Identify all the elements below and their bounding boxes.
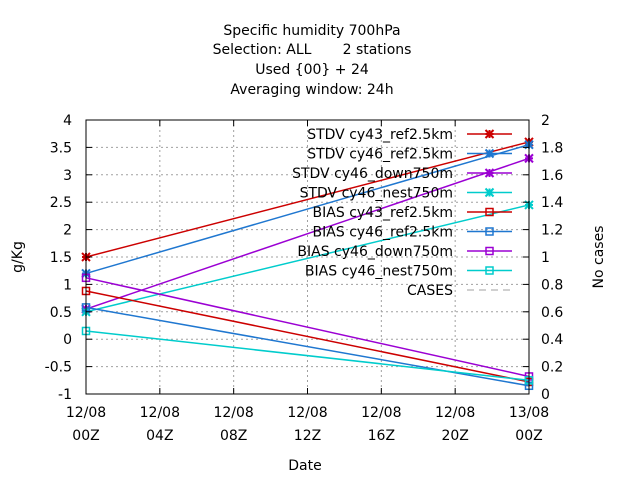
y-tick-label-8: 3 — [63, 168, 72, 184]
legend-marker-3 — [484, 187, 495, 198]
legend-marker-5 — [485, 227, 494, 236]
y2-tick-label-10: 2 — [541, 113, 550, 129]
y2-tick-label-6: 1.2 — [541, 223, 563, 239]
legend-label-6: BIAS cy46_down750m — [297, 244, 453, 260]
series-line-7 — [85, 330, 530, 382]
x-axis: 12/08 00Z 12/08 04Z 12/08 08Z 12/08 12Z 12/08 16Z… — [66, 120, 549, 444]
title-line-2: Selection: ALL 2 stations — [213, 42, 412, 58]
y-tick-label-3: 0.5 — [50, 305, 72, 321]
chart-title: Specific humidity 700hPa Selection: ALL … — [213, 23, 412, 98]
y-axis-label: g/Kg — [10, 241, 26, 273]
y2-tick-label-5: 1 — [541, 250, 550, 266]
legend-item-6: BIAS cy46_down750m — [297, 244, 512, 260]
legend-item-5: BIAS cy46_ref2.5km — [313, 225, 512, 241]
legend-marker-1 — [484, 148, 495, 159]
x-tick-label-2-date: 12/08 — [213, 405, 253, 421]
x-tick-label-4-date: 12/08 — [361, 405, 401, 421]
x-tick-label-0-date: 12/08 — [66, 405, 106, 421]
y2-axis-label: No cases — [591, 226, 607, 289]
legend-item-3: STDV cy46_nest750m — [300, 186, 512, 202]
series-line-5 — [85, 306, 530, 387]
x-tick-label-5-hour: 20Z — [441, 428, 468, 444]
legend-label-4: BIAS cy43_ref2.5km — [313, 205, 453, 221]
grid — [86, 120, 529, 394]
x-axis-label: Date — [288, 458, 321, 474]
series-line-4 — [85, 290, 530, 383]
y-axis: -1 -0.5 0 0.5 1 1.5 2 2.5 3 3.5 4 — [45, 113, 92, 403]
legend-item-0: STDV cy43_ref2.5km — [307, 127, 512, 143]
title-line-4: Averaging window: 24h — [230, 82, 393, 98]
y-tick-label-7: 2.5 — [50, 195, 72, 211]
y2-tick-label-4: 0.8 — [541, 277, 563, 293]
title-line-3: Used {00} + 24 — [255, 62, 369, 78]
y2-tick-label-1: 0.2 — [541, 360, 563, 376]
legend-marker-6 — [485, 246, 494, 256]
legend-label-7: BIAS cy46_nest750m — [305, 264, 453, 280]
legend-marker-7 — [485, 266, 494, 275]
y2-tick-label-9: 1.8 — [541, 140, 563, 156]
legend-label-3: STDV cy46_nest750m — [300, 186, 453, 202]
series-line-6 — [85, 277, 530, 378]
legend-item-1: STDV cy46_ref2.5km — [307, 147, 512, 163]
legend-label-8: CASES — [407, 283, 453, 299]
legend-label-1: STDV cy46_ref2.5km — [307, 147, 453, 163]
title-line-1: Specific humidity 700hPa — [223, 23, 400, 39]
y-tick-label-6: 2 — [63, 223, 72, 239]
legend-marker-4 — [485, 207, 494, 217]
x-tick-label-3-date: 12/08 — [287, 405, 327, 421]
series-line-1 — [85, 143, 530, 275]
x-tick-label-2-hour: 08Z — [220, 428, 247, 444]
y-tick-label-2: 0 — [63, 332, 72, 348]
series-line-2 — [85, 157, 530, 310]
legend-label-2: STDV cy46_down750m — [292, 166, 453, 182]
x-tick-label-4-hour: 16Z — [368, 428, 395, 444]
y-tick-label-4: 1 — [63, 277, 72, 293]
x-tick-label-5-date: 12/08 — [435, 405, 475, 421]
legend-item-2: STDV cy46_down750m — [292, 166, 512, 182]
y-tick-label-10: 4 — [63, 113, 72, 129]
y-tick-label-5: 1.5 — [50, 250, 72, 266]
y2-tick-label-3: 0.6 — [541, 305, 563, 321]
x-tick-label-6-date: 13/08 — [509, 405, 549, 421]
legend-marker-2 — [484, 168, 495, 178]
y2-tick-label-2: 0.4 — [541, 332, 563, 348]
legend-item-8: CASES — [407, 283, 512, 299]
legend-marker-0 — [484, 129, 495, 139]
x-tick-label-0-hour: 00Z — [72, 428, 99, 444]
y2-tick-label-0: 0 — [541, 387, 550, 403]
legend-label-5: BIAS cy46_ref2.5km — [313, 225, 453, 241]
legend-item-7: BIAS cy46_nest750m — [305, 264, 512, 280]
legend-item-4: BIAS cy43_ref2.5km — [313, 205, 512, 221]
y2-tick-label-7: 1.4 — [541, 195, 563, 211]
y-tick-label-1: -0.5 — [45, 360, 72, 376]
y2-axis: 0 0.2 0.4 0.6 0.8 1 1.2 1.4 1.6 1.8 2 — [523, 113, 563, 403]
x-tick-label-3-hour: 12Z — [294, 428, 321, 444]
x-tick-label-1-hour: 04Z — [146, 428, 173, 444]
x-tick-label-6-hour: 00Z — [515, 428, 542, 444]
x-tick-label-1-date: 12/08 — [140, 405, 180, 421]
y-tick-label-0: -1 — [58, 387, 72, 403]
legend-label-0: STDV cy43_ref2.5km — [307, 127, 453, 143]
series-line-0 — [85, 141, 530, 258]
y2-tick-label-8: 1.6 — [541, 168, 563, 184]
legend: STDV cy43_ref2.5km STDV cy46_ref2.5km STDV… — [292, 127, 512, 299]
y-tick-label-9: 3.5 — [50, 140, 72, 156]
